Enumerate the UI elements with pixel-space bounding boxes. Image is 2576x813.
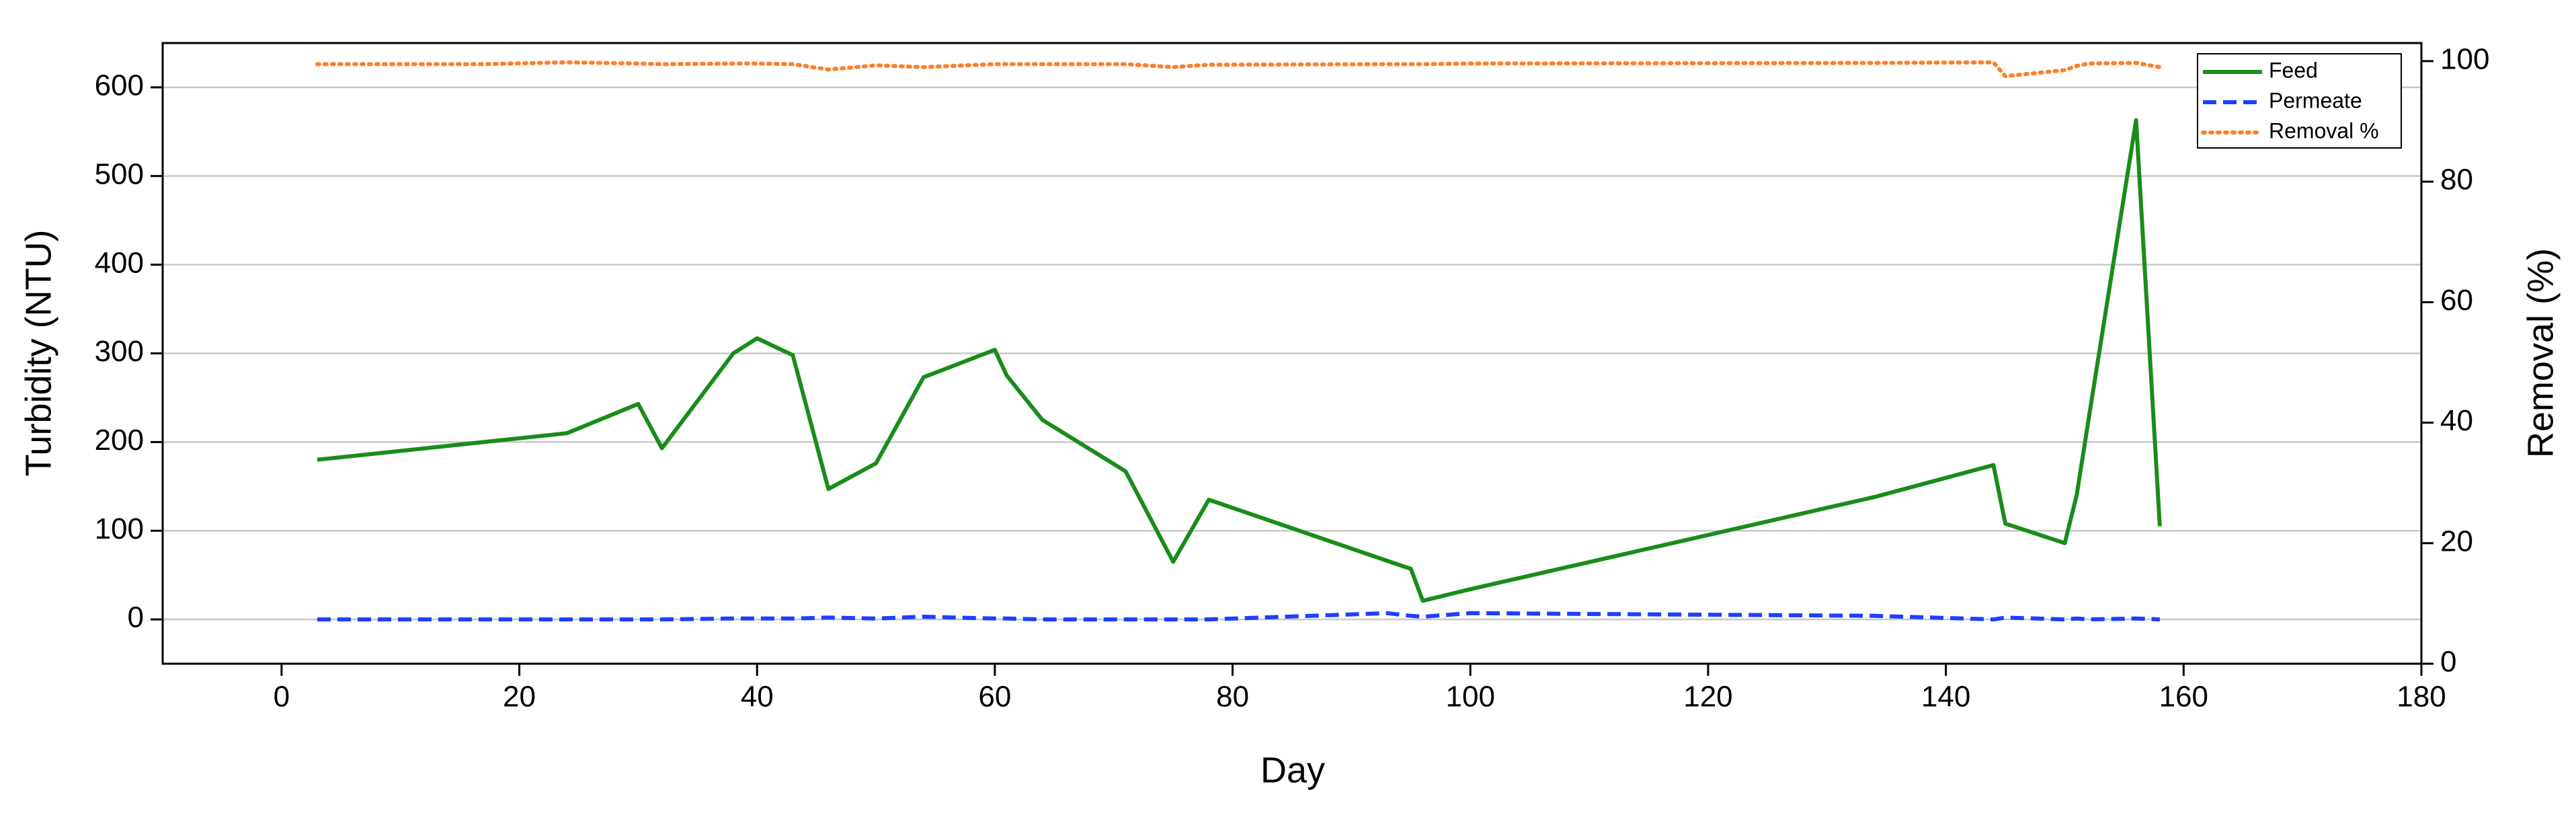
x-tick-label: 140: [1921, 681, 1970, 713]
x-tick-label: 40: [741, 681, 774, 713]
x-tick-label: 80: [1216, 681, 1249, 713]
plot-frame: [161, 42, 2423, 665]
legend-label: Removal %: [2269, 118, 2379, 143]
y-axis-title: Turbidity (NTU): [18, 229, 58, 476]
y-tick-label: 400: [95, 246, 144, 279]
y2-tick-label: 40: [2440, 404, 2473, 437]
series-line: [317, 611, 2161, 622]
x-tick-label: 160: [2159, 681, 2208, 713]
y2-tick-label: 100: [2440, 43, 2489, 76]
legend-label: Permeate: [2269, 88, 2362, 112]
x-tick-label: 0: [274, 681, 290, 713]
y-tick-label: 500: [95, 157, 144, 190]
y-tick-label: 200: [95, 424, 144, 457]
y2-tick-label: 20: [2440, 525, 2473, 557]
y2-tick-label: 80: [2440, 163, 2473, 196]
series-line: [317, 118, 2162, 603]
x-tick-label: 20: [503, 681, 536, 713]
x-tick-label: 100: [1446, 681, 1495, 713]
y2-tick-label: 60: [2440, 284, 2473, 317]
y-tick-label: 600: [95, 69, 144, 102]
legend-label: Feed: [2269, 58, 2318, 82]
y2-tick-label: 0: [2440, 646, 2456, 679]
series-line: [315, 60, 2162, 79]
y-tick-label: 100: [95, 512, 144, 545]
x-axis-title: Day: [1260, 750, 1325, 790]
x-tick-label: 180: [2397, 681, 2446, 713]
y2-axis-title: Removal (%): [2520, 248, 2561, 458]
x-tick-label: 120: [1683, 681, 1732, 713]
y-tick-label: 300: [95, 335, 144, 368]
y-tick-label: 0: [128, 601, 144, 634]
x-tick-label: 60: [978, 681, 1011, 713]
